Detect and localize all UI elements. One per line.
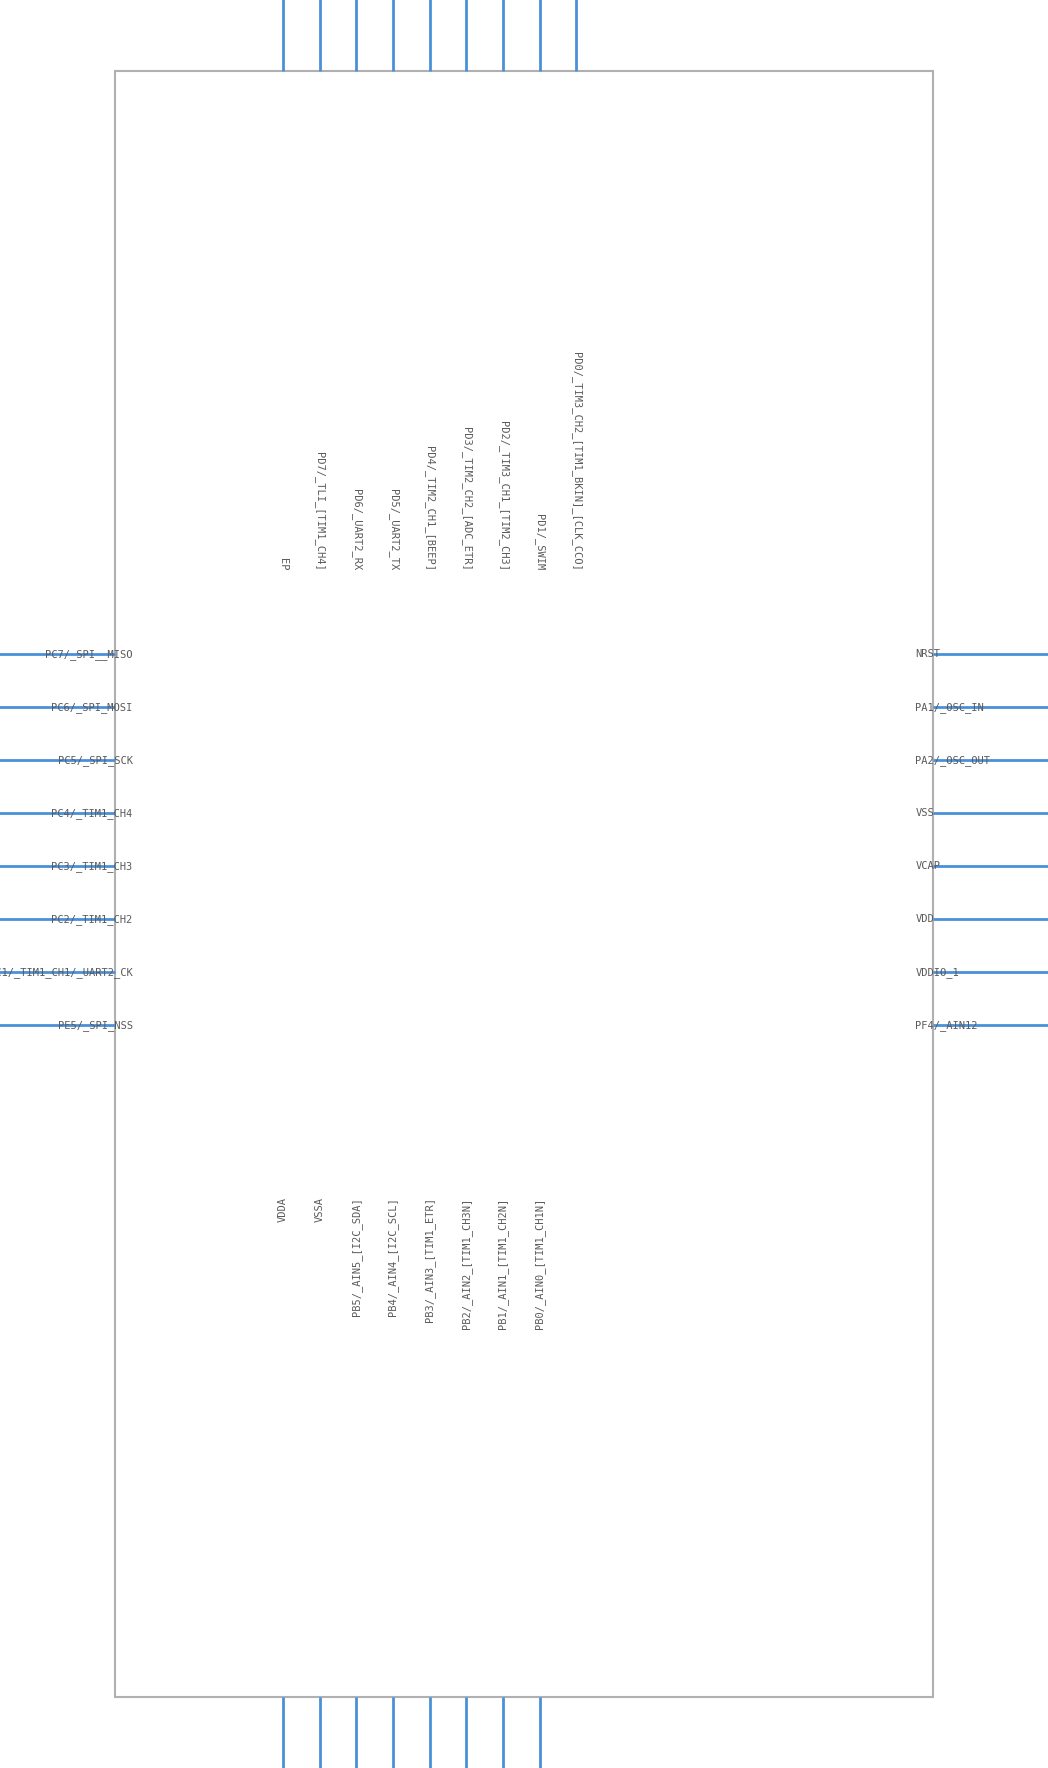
- Text: PD3/_TIM2_CH2_[ADC_ETR]: PD3/_TIM2_CH2_[ADC_ETR]: [461, 426, 472, 571]
- Text: PB0/_AIN0_[TIM1_CH1N]: PB0/_AIN0_[TIM1_CH1N]: [534, 1197, 545, 1328]
- Text: VDDIO_1: VDDIO_1: [915, 967, 959, 978]
- Text: VSSA: VSSA: [314, 1197, 325, 1222]
- Text: PD1/_SWIM: PD1/_SWIM: [534, 514, 545, 571]
- Text: PC4/_TIM1_CH4: PC4/_TIM1_CH4: [51, 808, 133, 819]
- Text: PD4/_TIM2_CH1_[BEEP]: PD4/_TIM2_CH1_[BEEP]: [424, 446, 435, 571]
- Bar: [115, 71, 933, 1697]
- Text: EP: EP: [278, 559, 288, 571]
- Text: PD6/_UART2_RX: PD6/_UART2_RX: [351, 490, 362, 571]
- Text: PD7/_TLI_[TIM1_CH4]: PD7/_TLI_[TIM1_CH4]: [314, 453, 325, 571]
- Text: PC7/_SPI__MISO: PC7/_SPI__MISO: [45, 649, 133, 659]
- Text: PA1/_OSC_IN: PA1/_OSC_IN: [915, 702, 984, 713]
- Text: PC6/_SPI_MOSI: PC6/_SPI_MOSI: [51, 702, 133, 713]
- Text: PC3/_TIM1_CH3: PC3/_TIM1_CH3: [51, 861, 133, 872]
- Text: PF4/_AIN12: PF4/_AIN12: [915, 1020, 978, 1031]
- Text: PB4/_AIN4_[I2C_SCL]: PB4/_AIN4_[I2C_SCL]: [388, 1197, 398, 1315]
- Text: PB2/_AIN2_[TIM1_CH3N]: PB2/_AIN2_[TIM1_CH3N]: [461, 1197, 472, 1328]
- Text: NRST: NRST: [915, 649, 940, 659]
- Text: PB3/_AIN3_[TIM1_ETR]: PB3/_AIN3_[TIM1_ETR]: [424, 1197, 435, 1322]
- Text: PD2/_TIM3_CH1_[TIM2_CH3]: PD2/_TIM3_CH1_[TIM2_CH3]: [498, 421, 508, 571]
- Text: PC5/_SPI_SCK: PC5/_SPI_SCK: [58, 755, 133, 766]
- Text: VDD: VDD: [915, 914, 934, 925]
- Text: PD5/_UART2_TX: PD5/_UART2_TX: [388, 490, 398, 571]
- Text: PB1/_AIN1_[TIM1_CH2N]: PB1/_AIN1_[TIM1_CH2N]: [498, 1197, 508, 1328]
- Text: PC1/_TIM1_CH1/_UART2_CK: PC1/_TIM1_CH1/_UART2_CK: [0, 967, 133, 978]
- Text: PC2/_TIM1_CH2: PC2/_TIM1_CH2: [51, 914, 133, 925]
- Text: PB5/_AIN5_[I2C_SDA]: PB5/_AIN5_[I2C_SDA]: [351, 1197, 362, 1315]
- Text: VDDA: VDDA: [278, 1197, 288, 1222]
- Text: VCAP: VCAP: [915, 861, 940, 872]
- Text: VSS: VSS: [915, 808, 934, 819]
- Text: PE5/_SPI_NSS: PE5/_SPI_NSS: [58, 1020, 133, 1031]
- Text: PD0/_TIM3_CH2_[TIM1_BKIN]_[CLK_CCO]: PD0/_TIM3_CH2_[TIM1_BKIN]_[CLK_CCO]: [571, 352, 582, 571]
- Text: PA2/_OSC_OUT: PA2/_OSC_OUT: [915, 755, 990, 766]
